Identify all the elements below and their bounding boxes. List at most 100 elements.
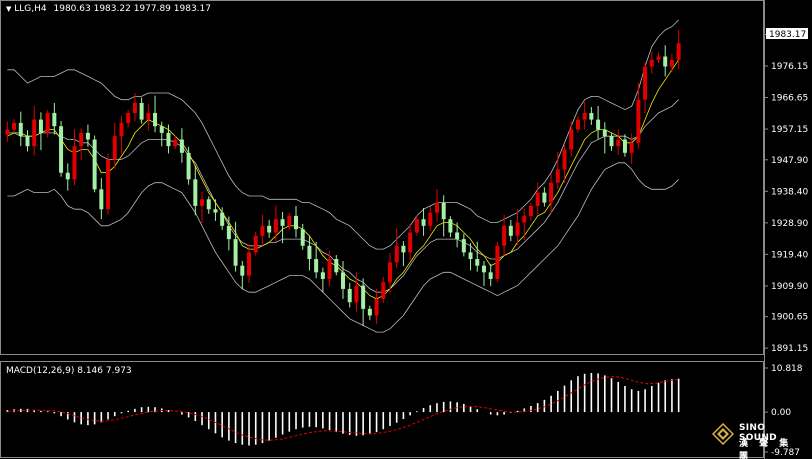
candle-body: [193, 179, 198, 206]
candle-body: [602, 129, 607, 137]
candle: [193, 165, 198, 216]
price-tick-label: 1938.40: [771, 187, 808, 197]
candle: [200, 191, 205, 224]
candle: [18, 111, 23, 147]
candle: [334, 255, 339, 276]
dropdown-triangle-icon[interactable]: ▼: [6, 5, 12, 13]
main-panel-frame: [0, 0, 764, 355]
candle: [132, 93, 137, 122]
candle: [361, 278, 366, 327]
candle-body: [549, 182, 554, 203]
candle: [226, 216, 231, 251]
candle: [139, 97, 144, 124]
candle: [428, 206, 433, 232]
candle-body: [461, 239, 466, 253]
candle-body: [206, 199, 211, 210]
candle: [307, 236, 312, 271]
candle: [448, 216, 453, 238]
candle-body: [434, 202, 439, 213]
logo-text-en: SINO SOUND: [739, 423, 777, 443]
candle: [186, 146, 191, 185]
candle: [213, 199, 218, 221]
close-value: 1983.17: [173, 4, 211, 14]
candle: [374, 288, 379, 324]
candle: [434, 188, 439, 222]
candle: [622, 134, 627, 157]
candle: [408, 224, 413, 260]
candle: [72, 128, 77, 186]
candle-body: [126, 112, 131, 123]
price-tick-label: 1947.90: [771, 156, 808, 166]
candle: [401, 241, 406, 267]
candle: [522, 208, 527, 240]
candle-body: [575, 119, 580, 130]
candle: [414, 215, 419, 236]
candle-body: [622, 139, 627, 153]
candle-body: [643, 66, 648, 100]
price-tick-label: 1966.65: [771, 94, 808, 104]
candle: [92, 135, 97, 193]
candle-body: [522, 215, 527, 223]
macd-panel-frame: [0, 361, 764, 458]
candle: [45, 109, 50, 138]
candle: [515, 208, 520, 246]
candle-body: [307, 245, 312, 260]
candle-body: [132, 103, 137, 113]
price-tick-label: 1976.15: [771, 62, 808, 72]
candle: [280, 211, 285, 244]
candle-body: [320, 272, 325, 279]
candle-body: [656, 56, 661, 60]
candle-body: [233, 239, 238, 266]
lower-band-line: [7, 162, 679, 333]
macd-tick-label: -9.787: [771, 448, 800, 458]
candle: [341, 261, 345, 299]
candle: [367, 305, 372, 321]
candle-body: [5, 129, 10, 135]
candle: [240, 261, 245, 290]
candle-body: [394, 245, 399, 263]
candle: [629, 133, 634, 165]
candle-body: [468, 252, 473, 260]
candle-body: [676, 43, 681, 60]
candle: [206, 196, 211, 214]
macd-histogram: [6, 372, 680, 446]
candle-body: [166, 132, 171, 147]
candle: [159, 121, 164, 147]
candle: [327, 250, 332, 287]
candle: [247, 244, 252, 283]
candle-body: [25, 136, 30, 147]
candle-body: [528, 205, 533, 216]
macd-label: MACD(12,26,9): [6, 366, 75, 376]
candle-body: [649, 59, 654, 67]
candle-body: [441, 202, 446, 220]
candle-body: [609, 136, 614, 147]
candle: [320, 267, 325, 293]
candle: [596, 105, 601, 139]
candle: [582, 101, 587, 130]
candle-body: [159, 126, 164, 133]
chart-header: ▼ LLG,H4 1980.63 1983.22 1977.89 1983.17: [6, 4, 211, 14]
open-value: 1980.63: [53, 4, 91, 14]
candle: [99, 178, 104, 220]
candle-body: [112, 136, 117, 160]
candle-body: [361, 285, 366, 309]
candle: [643, 61, 648, 114]
candle-body: [45, 112, 50, 133]
candle: [25, 130, 30, 152]
candle: [542, 187, 547, 207]
candle-body: [139, 103, 144, 120]
candle: [146, 103, 151, 131]
candle: [267, 219, 272, 238]
candle-body: [455, 232, 460, 240]
candle-body: [300, 229, 305, 246]
candle: [663, 45, 668, 77]
candle-body: [408, 232, 413, 253]
candle-body: [52, 112, 57, 127]
macd-signal-value: 7.973: [105, 366, 132, 376]
candle: [153, 95, 158, 133]
candle: [394, 228, 399, 269]
candle-body: [186, 152, 191, 180]
candle-body: [18, 122, 23, 137]
candle: [32, 105, 37, 156]
